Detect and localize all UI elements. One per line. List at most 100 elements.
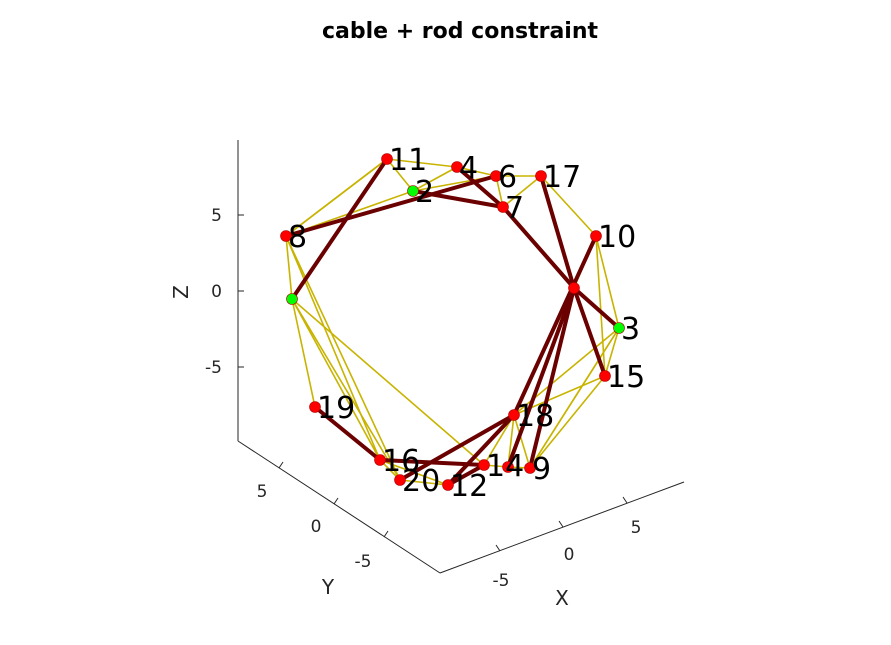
- rod-line: [512, 234, 598, 417]
- rod-line: [455, 165, 505, 209]
- cable-line: [291, 298, 381, 461]
- axes: [237, 140, 685, 574]
- rod-line: [284, 174, 498, 238]
- y-tick-label-0: 0: [311, 517, 322, 537]
- y-axis-line: [237, 440, 441, 574]
- node-point: [394, 474, 406, 486]
- node-point: [374, 454, 386, 466]
- z-axis-label: Z: [169, 285, 193, 299]
- node-label: 7: [505, 191, 524, 226]
- fixed-node-point: [613, 322, 625, 334]
- node-label: 3: [621, 312, 640, 347]
- rod-line: [411, 189, 505, 209]
- cable-line: [540, 175, 597, 237]
- node-label: 18: [516, 399, 554, 434]
- rod-line: [572, 286, 621, 330]
- cable-line: [285, 235, 293, 300]
- z-tick-label-5: 5: [211, 206, 222, 226]
- cable-line: [291, 298, 485, 466]
- node-label: 10: [598, 220, 636, 255]
- rod-line: [446, 413, 516, 487]
- node-point: [568, 282, 580, 294]
- cable-line: [529, 375, 606, 469]
- rod-line: [398, 413, 516, 482]
- fixed-node-point: [286, 293, 298, 305]
- node-label: 14: [486, 449, 524, 484]
- z-tick-label-0: 0: [211, 282, 222, 302]
- cable-line: [412, 166, 458, 192]
- cable-line: [285, 158, 388, 237]
- cable-line: [399, 479, 449, 486]
- node-point: [508, 409, 520, 421]
- y-tick-0: [333, 497, 339, 505]
- node-label: 20: [402, 464, 440, 499]
- node-point: [478, 459, 490, 471]
- rod-line: [290, 157, 389, 301]
- x-tick-label-0: 0: [564, 545, 575, 565]
- node-label: 6: [498, 160, 517, 195]
- cable-line: [285, 235, 381, 461]
- y-axis-label: Y: [321, 575, 335, 599]
- rod-line: [539, 174, 576, 290]
- node-label: 16: [382, 444, 420, 479]
- cable-line: [595, 235, 620, 329]
- cable-line: [529, 327, 620, 469]
- rod-line: [506, 286, 576, 469]
- node-label: 12: [450, 469, 488, 504]
- node-point: [490, 170, 502, 182]
- node-point: [599, 370, 611, 382]
- cable-line: [291, 298, 401, 481]
- cable-lines: [285, 158, 620, 486]
- cable-line: [291, 298, 316, 408]
- rod-line: [528, 286, 576, 470]
- node-label: 11: [389, 143, 427, 178]
- rod-line: [446, 463, 486, 487]
- x-axis-line: [439, 481, 685, 574]
- y-tick-label-neg5: -5: [355, 552, 372, 572]
- cable-line: [386, 158, 458, 168]
- chart-title: cable + rod constraint: [322, 19, 599, 44]
- cable-line: [513, 414, 531, 469]
- node-point: [502, 461, 514, 473]
- node-label: 9: [532, 452, 551, 487]
- rod-lines: [284, 157, 621, 487]
- node-point: [280, 230, 292, 242]
- nodes: [280, 153, 625, 491]
- node-label: 19: [317, 391, 355, 426]
- x-tick-0: [558, 520, 564, 528]
- node-point: [442, 479, 454, 491]
- rod-line: [501, 205, 576, 290]
- fixed-node-point: [407, 185, 419, 197]
- cable-line: [483, 414, 515, 466]
- x-tick-label-neg5: -5: [493, 571, 510, 591]
- node-point: [451, 161, 463, 173]
- x-axis-label: X: [555, 586, 569, 610]
- node-point: [381, 153, 393, 165]
- cable-line: [502, 175, 542, 208]
- node-label: 8: [288, 220, 307, 255]
- node-point: [535, 170, 547, 182]
- x-tick-neg5: [495, 544, 501, 552]
- y-tick-label-5: 5: [257, 482, 268, 502]
- rod-line: [572, 286, 607, 378]
- node-point: [524, 462, 536, 474]
- node-label: 2: [415, 175, 434, 210]
- rod-line: [313, 405, 382, 462]
- y-tick-neg5: [383, 530, 389, 538]
- cable-line: [456, 166, 497, 177]
- node-label: 17: [543, 160, 581, 195]
- cable-line: [507, 414, 515, 468]
- node-point: [497, 201, 509, 213]
- cable-line: [604, 327, 620, 377]
- node-label: 4: [459, 151, 478, 186]
- node-point: [590, 230, 602, 242]
- x-tick-5: [622, 496, 628, 504]
- y-tick-5: [278, 461, 284, 469]
- node-point: [309, 401, 321, 413]
- cable-line: [386, 158, 414, 192]
- node-label: 15: [607, 360, 645, 395]
- x-tick-label-5: 5: [631, 518, 642, 538]
- z-tick-label-neg5: -5: [205, 358, 222, 378]
